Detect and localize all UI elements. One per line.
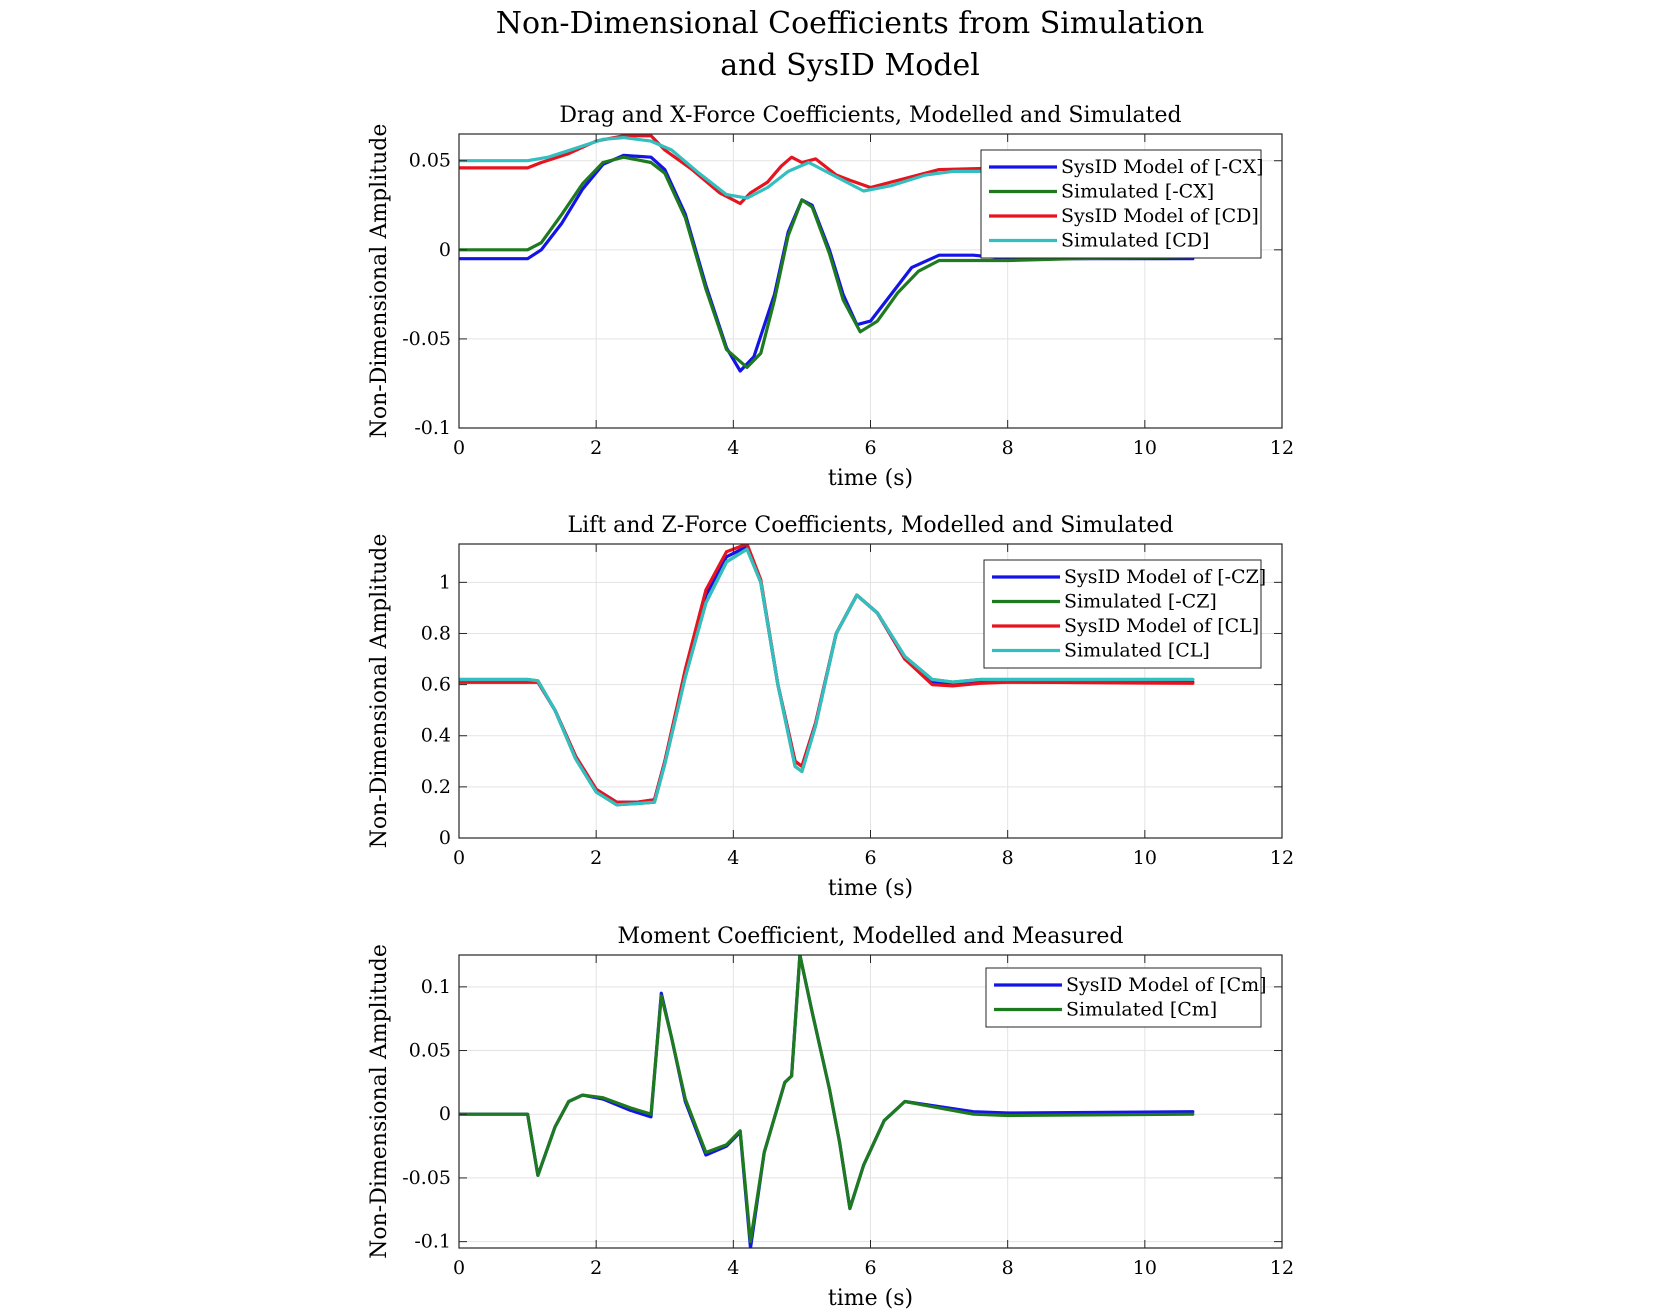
y-tick-label: 1 xyxy=(439,571,451,593)
x-tick-label: 12 xyxy=(1270,847,1294,869)
x-tick-label: 6 xyxy=(864,1257,876,1279)
legend-label: Simulated [CD] xyxy=(1061,230,1209,252)
series-line-3 xyxy=(459,547,1195,807)
y-tick-label: -0.1 xyxy=(414,417,451,439)
y-axis-label: Non-Dimensional Amplitude xyxy=(367,944,392,1259)
chart-title: Moment Coefficient, Modelled and Measure… xyxy=(618,924,1124,949)
legend-label: SysID Model of [-CZ] xyxy=(1064,566,1266,588)
y-tick-label: 0.8 xyxy=(421,622,451,644)
y-tick-label: -0.05 xyxy=(402,1167,451,1189)
y-tick-label: -0.1 xyxy=(414,1231,451,1253)
x-tick-label: 4 xyxy=(727,1257,739,1279)
y-tick-label: 0.4 xyxy=(421,725,451,747)
y-tick-label: -0.05 xyxy=(402,328,451,350)
legend-box xyxy=(985,967,1262,1028)
x-tick-label: 10 xyxy=(1133,437,1157,459)
legend-label: Simulated [-CX] xyxy=(1061,181,1214,203)
x-tick-label: 4 xyxy=(727,437,739,459)
x-tick-label: 2 xyxy=(590,437,602,459)
legend-label: Simulated [Cm] xyxy=(1066,999,1217,1021)
chart-title: Lift and Z-Force Coefficients, Modelled … xyxy=(568,513,1174,538)
x-tick-label: 8 xyxy=(1002,847,1014,869)
chart-lift-z-force: 0 2 4 6 8 10 12 0 0.2 0.4 0.6 0.8 1 Lift and Z-Force … xyxy=(367,513,1294,901)
x-tick-label: 12 xyxy=(1270,437,1294,459)
x-tick-label: 2 xyxy=(590,1257,602,1279)
x-tick-label: 10 xyxy=(1133,1257,1157,1279)
y-axis-label: Non-Dimensional Amplitude xyxy=(367,124,392,439)
series-line-1 xyxy=(459,155,1195,369)
x-tick-label: 0 xyxy=(453,437,465,459)
y-tick-label: 0.2 xyxy=(421,776,451,798)
y-tick-label: 0.05 xyxy=(409,1040,451,1062)
chart-drag-x-force: 0 2 4 6 8 10 12 0.05 0 -0.05 -0.1 Drag and X-Force … xyxy=(367,103,1294,491)
x-tick-label: 0 xyxy=(453,1257,465,1279)
x-tick-label: 0 xyxy=(453,847,465,869)
legend-label: SysID Model of [CL] xyxy=(1064,615,1259,637)
x-tick-label: 8 xyxy=(1002,437,1014,459)
x-tick-label: 2 xyxy=(590,847,602,869)
legend-label: Simulated [-CZ] xyxy=(1064,591,1217,613)
figure-title-line-2: and SysID Model xyxy=(720,48,980,83)
x-tick-label: 10 xyxy=(1133,847,1157,869)
y-tick-label: 0 xyxy=(439,827,451,849)
x-tick-label: 6 xyxy=(864,847,876,869)
y-tick-label: 0.1 xyxy=(421,976,451,998)
x-tick-label: 6 xyxy=(864,437,876,459)
series-line-3 xyxy=(459,136,1195,200)
x-tick-label: 12 xyxy=(1270,1257,1294,1279)
y-tick-label: 0.05 xyxy=(409,150,451,172)
x-axis-label: time (s) xyxy=(828,876,913,901)
legend-label: SysID Model of [Cm] xyxy=(1066,974,1267,996)
legend-label: SysID Model of [CD] xyxy=(1061,205,1259,227)
x-tick-label: 4 xyxy=(727,847,739,869)
chart-title: Drag and X-Force Coefficients, Modelled … xyxy=(559,103,1181,128)
legend-label: SysID Model of [-CX] xyxy=(1061,156,1264,178)
y-axis-label: Non-Dimensional Amplitude xyxy=(367,534,392,849)
figure-title-line-1: Non-Dimensional Coefficients from Simula… xyxy=(496,6,1204,41)
series-line-1 xyxy=(459,955,1195,1244)
x-axis-label: time (s) xyxy=(828,466,913,491)
chart-moment: 0 2 4 6 8 10 12 0.1 0.05 0 -0.05 -0.1 Moment Coeffic… xyxy=(367,924,1294,1310)
legend-label: Simulated [CL] xyxy=(1064,640,1210,662)
y-tick-label: 0 xyxy=(439,239,451,261)
x-tick-label: 8 xyxy=(1002,1257,1014,1279)
y-tick-label: 0 xyxy=(439,1103,451,1125)
x-axis-label: time (s) xyxy=(828,1286,913,1310)
y-tick-label: 0.6 xyxy=(421,674,451,696)
